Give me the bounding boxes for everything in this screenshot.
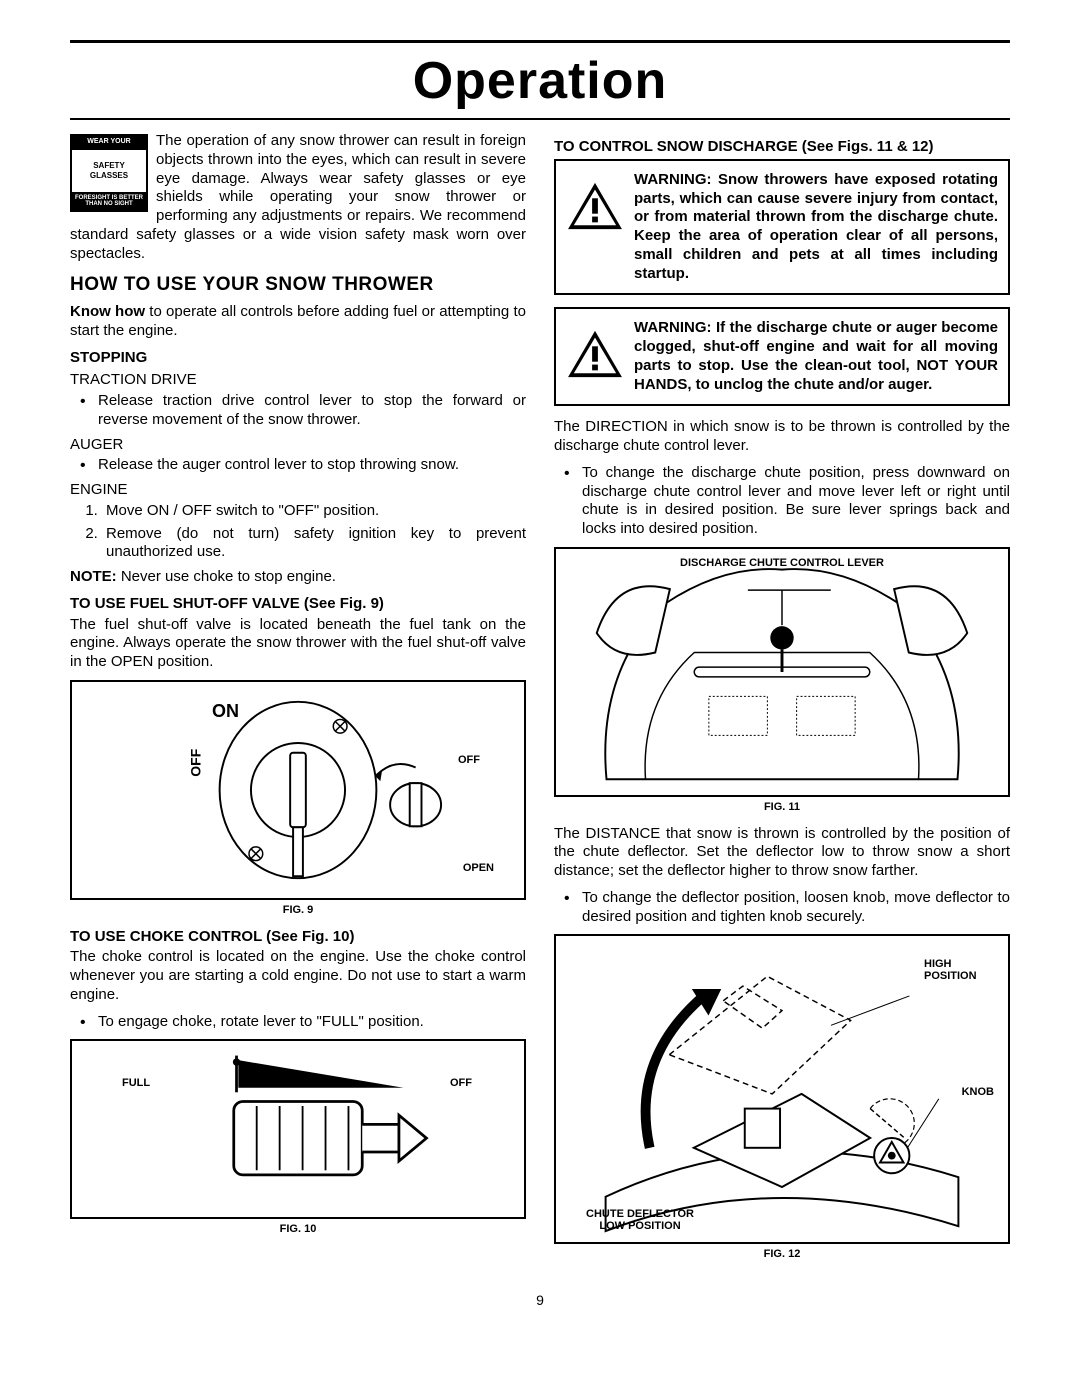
top-rule [70,40,1010,43]
fig9-off: OFF [458,754,480,768]
auger-list: Release the auger control lever to stop … [70,456,526,475]
fig12-svg [562,942,1002,1236]
knowhow-para: Know how to operate all controls before … [70,303,526,341]
auger-bullet: Release the auger control lever to stop … [88,456,526,475]
page-number: 9 [70,1292,1010,1310]
warning-icon [566,181,624,231]
knowhow-label: Know how [70,303,145,320]
howto-heading: HOW TO USE YOUR SNOW THROWER [70,273,526,297]
fuel-heading: TO USE FUEL SHUT-OFF VALVE (See Fig. 9) [70,595,526,614]
fig12-caption: FIG. 12 [554,1248,1010,1262]
content-columns: WEAR YOUR SAFETY GLASSES FORESIGHT IS BE… [70,132,1010,1272]
traction-label: TRACTION DRIVE [70,371,526,390]
figure-11: DISCHARGE CHUTE CONTROL LEVER [554,547,1010,797]
fig10-full: FULL [122,1077,150,1091]
safety-glasses-badge: WEAR YOUR SAFETY GLASSES FORESIGHT IS BE… [70,134,148,212]
right-column: TO CONTROL SNOW DISCHARGE (See Figs. 11 … [554,132,1010,1272]
figure-9: ON OFF OFF OPEN [70,680,526,900]
auger-label: AUGER [70,436,526,455]
left-column: WEAR YOUR SAFETY GLASSES FORESIGHT IS BE… [70,132,526,1272]
distance-bullet: To change the deflector position, loosen… [572,889,1010,927]
engine-steps: Move ON / OFF switch to "OFF" position. … [70,502,526,562]
badge-bot: FORESIGHT IS BETTER THAN NO SIGHT [72,193,146,210]
title-bar: Operation [70,49,1010,120]
warning-box-1: WARNING: Snow throwers have exposed rota… [554,159,1010,296]
engine-step-1: Move ON / OFF switch to "OFF" position. [102,502,526,521]
fig10-svg [82,1051,514,1207]
intro-block: WEAR YOUR SAFETY GLASSES FORESIGHT IS BE… [70,132,526,263]
direction-bullet: To change the discharge chute position, … [572,464,1010,539]
choke-text: The choke control is located on the engi… [70,948,526,1004]
note-text: Never use choke to stop engine. [117,568,336,585]
discharge-heading: TO CONTROL SNOW DISCHARGE (See Figs. 11 … [554,138,1010,157]
distance-text: The DISTANCE that snow is thrown is cont… [554,825,1010,881]
direction-text: The DIRECTION in which snow is to be thr… [554,418,1010,456]
fig9-open: OPEN [463,862,494,876]
fig10-caption: FIG. 10 [70,1223,526,1237]
direction-list: To change the discharge chute position, … [554,464,1010,539]
note-label: NOTE: [70,568,117,585]
badge-mid: SAFETY GLASSES [72,149,146,193]
engine-label: ENGINE [70,481,526,500]
traction-list: Release traction drive control lever to … [70,392,526,430]
warning-1-text: WARNING: Snow throwers have exposed rota… [634,171,998,284]
warning-icon [566,329,624,379]
figure-12: HIGH POSITION KNOB CHUTE DEFLECTOR LOW P… [554,934,1010,1244]
fig9-off-rot: OFF [187,749,205,777]
stopping-heading: STOPPING [70,349,526,368]
fig9-svg [82,692,514,888]
fig11-label: DISCHARGE CHUTE CONTROL LEVER [556,557,1008,569]
traction-bullet: Release traction drive control lever to … [88,392,526,430]
distance-list: To change the deflector position, loosen… [554,889,1010,927]
figure-10: FULL OFF [70,1039,526,1219]
fig11-caption: FIG. 11 [554,801,1010,815]
fig12-knob: KNOB [962,1086,994,1100]
badge-top: WEAR YOUR [72,136,146,149]
choke-heading: TO USE CHOKE CONTROL (See Fig. 10) [70,928,526,947]
warning-box-2: WARNING: If the discharge chute or auger… [554,307,1010,406]
fig9-on: ON [212,700,239,723]
fig12-high: HIGH POSITION [924,958,994,982]
note-para: NOTE: Never use choke to stop engine. [70,568,526,587]
page-title: Operation [413,52,668,110]
fuel-text: The fuel shut-off valve is located benea… [70,616,526,672]
fig10-off: OFF [450,1077,472,1091]
warning-2-text: WARNING: If the discharge chute or auger… [634,319,998,394]
fig12-low: CHUTE DEFLECTOR LOW POSITION [580,1208,700,1232]
fig9-caption: FIG. 9 [70,904,526,918]
choke-bullet: To engage choke, rotate lever to "FULL" … [88,1013,526,1032]
choke-list: To engage choke, rotate lever to "FULL" … [70,1013,526,1032]
engine-step-2: Remove (do not turn) safety ignition key… [102,525,526,563]
fig11-svg [562,555,1002,789]
